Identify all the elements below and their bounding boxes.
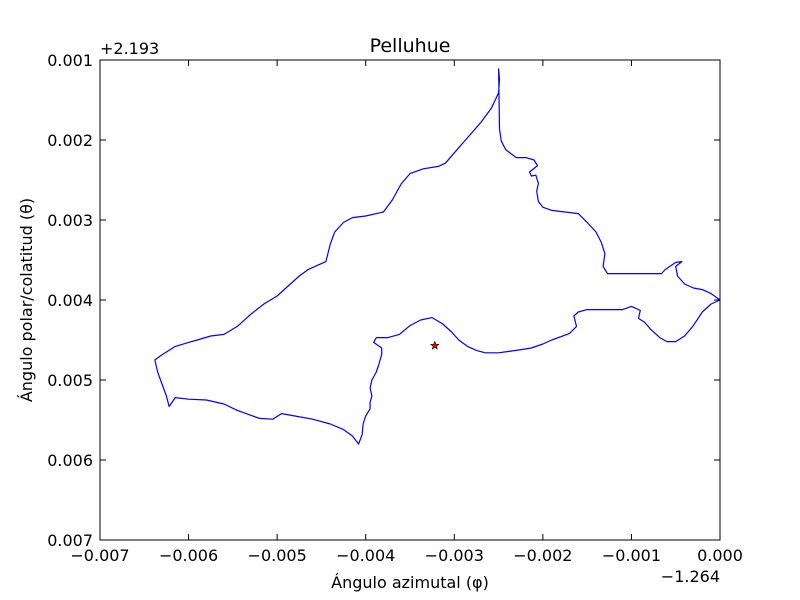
- x-tick-label: −0.006: [159, 546, 218, 565]
- x-tick-label: −0.007: [70, 546, 129, 565]
- y-tick-label: 0.004: [47, 291, 93, 310]
- y-offset-label: +2.193: [100, 39, 159, 58]
- x-tick-label: 0.000: [697, 546, 743, 565]
- boundary-line: [154, 68, 721, 445]
- plot-area: [99, 59, 721, 541]
- y-tick-label: 0.001: [47, 51, 93, 70]
- x-tick-label: −0.003: [425, 546, 484, 565]
- y-tick-labels: 0.001 0.002 0.003 0.004 0.005 0.006 0.007: [47, 51, 93, 550]
- data-layer: [154, 68, 721, 445]
- y-tick-label: 0.003: [47, 211, 93, 230]
- x-tick-label: −0.001: [602, 546, 661, 565]
- plot-frame: [99, 59, 721, 541]
- chart-title: Pelluhue: [370, 35, 451, 57]
- x-axis-label: Ángulo azimutal (φ): [331, 573, 489, 592]
- y-tick-label: 0.005: [47, 371, 93, 390]
- x-tick-label: −0.002: [513, 546, 572, 565]
- y-axis-label: Ángulo polar/colatitud (θ): [17, 198, 36, 402]
- centroid-star-marker: [430, 340, 440, 350]
- y-tick-label: 0.007: [47, 531, 93, 550]
- y-tick-label: 0.006: [47, 451, 93, 470]
- x-tick-label: −0.004: [336, 546, 395, 565]
- y-tick-label: 0.002: [47, 131, 93, 150]
- x-tick-labels: −0.007 −0.006 −0.005 −0.004 −0.003 −0.002 −0.0…: [70, 546, 743, 565]
- x-offset-label: −1.264: [661, 567, 720, 586]
- x-tick-label: −0.005: [248, 546, 307, 565]
